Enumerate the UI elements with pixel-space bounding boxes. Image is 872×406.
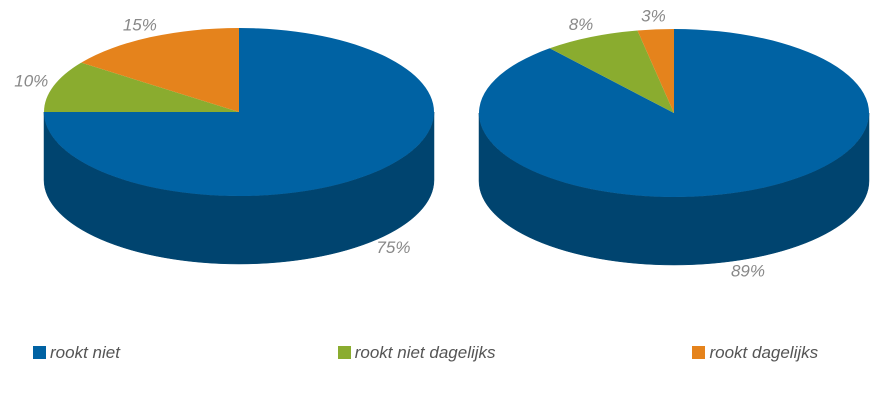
pie-slice [44, 62, 239, 112]
legend-swatch [337, 346, 351, 359]
legend-item: rookt dagelijks [692, 343, 818, 362]
charts: 75% 10% 15% 89% 8% 3% [14, 6, 870, 280]
legend: rookt niet rookt niet dagelijks rookt da… [33, 336, 833, 370]
legend-item: rookt niet [33, 336, 333, 370]
pie: 89% 8% 3% [478, 6, 870, 280]
data-label: 3% [641, 6, 666, 25]
data-label: 75% [376, 238, 410, 257]
data-label: 10% [14, 72, 48, 91]
data-label: 8% [569, 15, 594, 34]
pie-slice [637, 29, 674, 113]
legend-swatch [33, 346, 46, 359]
legend-label: rookt dagelijks [709, 343, 819, 362]
legend-item: rookt niet dagelijks [337, 336, 688, 370]
legend-label: rookt niet [50, 343, 120, 362]
legend-swatch [692, 346, 706, 359]
pie-slice [81, 27, 239, 112]
data-label: 89% [731, 261, 765, 280]
pie-slice [549, 30, 674, 114]
legend-label: rookt niet dagelijks [354, 343, 496, 362]
data-label: 15% [123, 15, 157, 34]
pie: 75% 10% 15% [14, 15, 435, 265]
